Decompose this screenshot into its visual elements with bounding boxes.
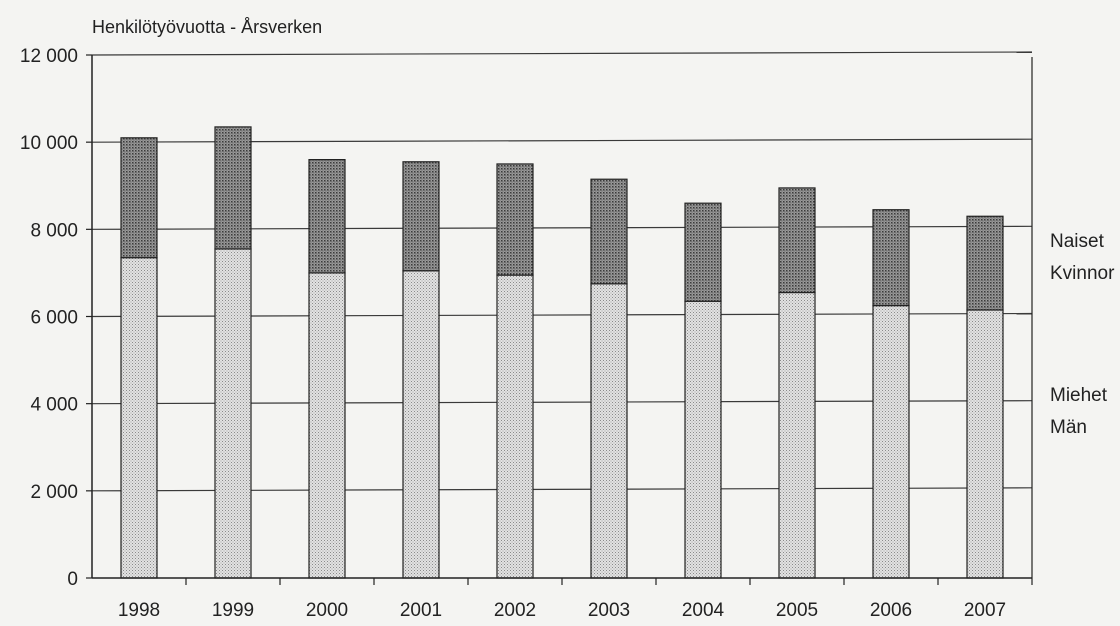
y-tick-label: 8 000 xyxy=(30,220,78,241)
bar-miehet-1999 xyxy=(214,248,252,579)
gridline xyxy=(91,51,1033,56)
legend-miehet-line1: Miehet xyxy=(1050,385,1108,406)
bar-naiset-2005 xyxy=(778,187,816,294)
bar-naiset-2007 xyxy=(966,215,1004,311)
legend-miehet-line2: Män xyxy=(1050,417,1087,438)
x-tick-label: 2003 xyxy=(588,600,630,621)
y-axis-label: Henkilötyövuotta - Årsverken xyxy=(92,17,322,37)
legend-naiset-line1: Naiset xyxy=(1050,231,1105,252)
y-tick-labels: 0 2 000 4 000 6 000 8 000 10 000 12 000 xyxy=(20,46,78,590)
bar-miehet-2006 xyxy=(872,305,910,579)
bar-miehet-2005 xyxy=(778,291,816,579)
bar-naiset-2001 xyxy=(402,161,440,272)
bar-miehet-2007 xyxy=(966,309,1004,579)
legend-naiset-line2: Kvinnor xyxy=(1050,263,1115,284)
bar-miehet-2001 xyxy=(402,270,440,579)
bar-naiset-2004 xyxy=(684,202,722,302)
x-tick-label: 2005 xyxy=(776,600,818,621)
bar-naiset-1998 xyxy=(120,137,158,259)
x-tick-label: 2001 xyxy=(400,600,442,621)
bar-miehet-2000 xyxy=(308,272,346,579)
y-tick-label: 4 000 xyxy=(30,395,78,416)
bar-miehet-2003 xyxy=(590,283,628,579)
y-tick-label: 0 xyxy=(67,569,78,590)
y-tick-label: 2 000 xyxy=(30,482,78,503)
bar-naiset-2000 xyxy=(308,159,346,274)
y-tick-label: 12 000 xyxy=(20,46,78,67)
bar-naiset-2003 xyxy=(590,178,628,285)
x-tick-labels: 1998 1999 2000 2001 2002 2003 2004 2005 2006 2007 xyxy=(118,600,1006,621)
x-tick-label: 2007 xyxy=(964,600,1006,621)
bar-miehet-2002 xyxy=(496,274,534,579)
bar-naiset-1999 xyxy=(214,126,252,250)
y-tick-label: 6 000 xyxy=(30,308,78,329)
x-tick-label: 1998 xyxy=(118,600,160,621)
x-tick-label: 1999 xyxy=(212,600,254,621)
x-tick-label: 2004 xyxy=(682,600,725,621)
bar-naiset-2006 xyxy=(872,209,910,307)
axes xyxy=(91,55,1032,579)
x-tick-label: 2000 xyxy=(306,600,348,621)
bars xyxy=(120,126,1033,585)
x-tick-label: 2006 xyxy=(870,600,912,621)
x-tick-label: 2002 xyxy=(494,600,536,621)
bar-miehet-1998 xyxy=(120,257,158,579)
bar-naiset-2002 xyxy=(496,163,534,276)
y-tick-label: 10 000 xyxy=(20,133,78,154)
bar-miehet-2004 xyxy=(684,300,722,579)
legend: Naiset Kvinnor Miehet Män xyxy=(1050,231,1115,438)
